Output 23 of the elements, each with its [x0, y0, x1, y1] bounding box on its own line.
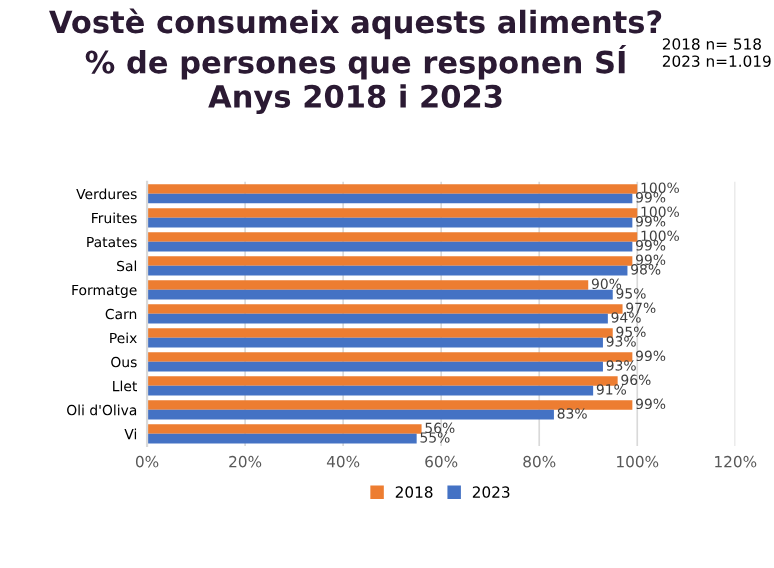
bar [147, 313, 608, 324]
bar [147, 256, 633, 266]
bar [147, 280, 589, 290]
bar [147, 328, 613, 338]
bar [147, 184, 638, 194]
bar [147, 289, 613, 300]
bar [147, 352, 633, 362]
bar [147, 241, 633, 252]
bar [147, 217, 633, 228]
bar [147, 376, 618, 386]
bar [147, 385, 594, 396]
bar [147, 265, 628, 276]
bar [147, 337, 603, 348]
bar [147, 361, 603, 372]
bar [147, 193, 633, 204]
bar [147, 304, 623, 314]
bar [147, 433, 417, 444]
bar [147, 409, 554, 420]
bar [147, 424, 422, 434]
bar [147, 208, 638, 218]
chart-title: Vostè consumeix aquests aliments? % de persones que responen SÍ Anys 2018 i 2023 [49, 8, 662, 115]
bar [147, 232, 638, 242]
bar [147, 400, 633, 410]
